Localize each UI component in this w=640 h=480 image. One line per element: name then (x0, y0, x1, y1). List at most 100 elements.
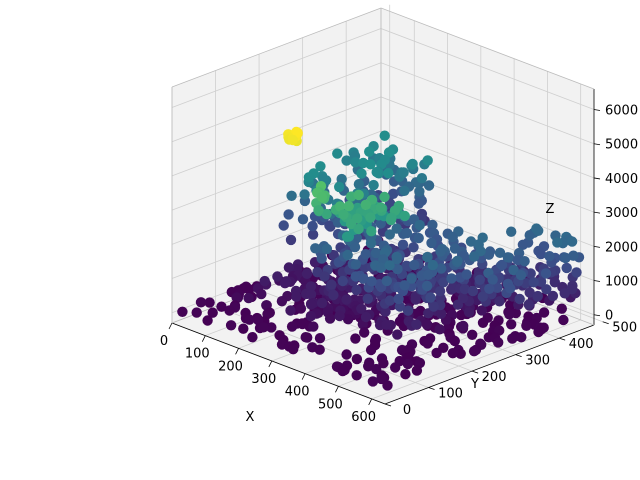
data-point (321, 208, 332, 220)
data-point (202, 315, 213, 326)
data-point (504, 309, 515, 320)
grid-line-z (380, 62, 595, 145)
data-point (544, 251, 555, 262)
data-point (401, 227, 413, 239)
data-point (568, 250, 579, 261)
grid-line-z (380, 130, 595, 213)
data-point (365, 238, 377, 249)
data-point (452, 255, 463, 266)
data-point (375, 202, 386, 213)
data-point (305, 281, 317, 292)
x-tick-label: 200 (218, 359, 243, 374)
data-point (523, 299, 534, 310)
data-point (414, 219, 425, 231)
data-point (559, 288, 570, 299)
data-point (447, 231, 458, 243)
x-tick-label: 0 (160, 334, 168, 349)
data-point (514, 293, 525, 305)
data-point (434, 286, 446, 297)
z-tick (593, 245, 601, 248)
data-point (401, 260, 412, 271)
data-point (343, 200, 354, 212)
x-tick-label: 600 (351, 410, 376, 425)
data-point (422, 338, 433, 349)
data-point (207, 307, 218, 318)
data-point (334, 201, 346, 212)
data-point (571, 267, 582, 278)
data-point (477, 317, 489, 328)
data-point (376, 262, 387, 273)
data-point (307, 220, 318, 232)
z-tick-label: 3000 (605, 206, 638, 221)
x-tick-label: 300 (251, 372, 276, 387)
data-point (295, 303, 307, 314)
y-tick (559, 337, 566, 341)
data-point (468, 346, 480, 357)
data-point (360, 249, 371, 260)
data-point (297, 214, 309, 225)
data-point (356, 168, 367, 179)
data-point (286, 190, 297, 201)
y-tick-label: 100 (438, 387, 463, 402)
z-tick-label: 5000 (605, 138, 638, 153)
y-tick (384, 403, 392, 407)
data-point (363, 361, 374, 372)
data-point (402, 305, 414, 316)
data-point (287, 134, 298, 146)
data-point (306, 299, 317, 310)
data-point (177, 306, 188, 317)
data-point (342, 249, 353, 261)
data-point (316, 297, 328, 309)
z-tick (593, 280, 601, 282)
data-point (332, 148, 343, 159)
data-point (446, 273, 457, 284)
data-point (476, 305, 487, 316)
data-point (341, 349, 352, 360)
data-point (308, 321, 319, 332)
data-point (360, 311, 372, 323)
data-point (421, 319, 432, 330)
x-tick (201, 335, 206, 342)
data-point (356, 303, 367, 314)
data-point (556, 303, 567, 314)
data-point (224, 305, 235, 316)
data-point (368, 179, 379, 191)
data-point (388, 188, 399, 199)
x-axis: 0 100 200 300 400 500 600 (160, 322, 376, 425)
data-point (384, 295, 396, 306)
data-point (505, 283, 516, 294)
data-point (316, 253, 327, 264)
data-point (506, 226, 517, 237)
data-point (455, 309, 467, 321)
data-point (560, 252, 571, 264)
data-point (434, 324, 445, 335)
x-tick (301, 373, 306, 380)
data-point (487, 274, 498, 285)
data-point (385, 214, 397, 226)
data-point (384, 260, 395, 271)
data-point (353, 189, 364, 201)
data-point (399, 185, 410, 196)
data-point (459, 283, 470, 295)
data-point (299, 189, 310, 200)
data-point (283, 209, 294, 220)
grid-line-z (380, 28, 595, 110)
data-point (409, 259, 420, 271)
data-point (383, 168, 394, 179)
data-point (392, 263, 403, 275)
data-point (326, 279, 337, 290)
data-point (341, 294, 352, 305)
data-point (538, 307, 550, 318)
data-point (303, 172, 315, 183)
data-point (493, 337, 504, 348)
z-tick (593, 211, 601, 214)
data-point (313, 205, 324, 216)
data-point (353, 179, 365, 190)
data-point (524, 287, 535, 298)
data-point (484, 283, 495, 294)
data-point (461, 269, 472, 280)
data-point (341, 231, 353, 242)
x-tick-label: 100 (185, 347, 210, 362)
data-point (360, 199, 371, 210)
z-tick-label: 2000 (605, 240, 638, 255)
